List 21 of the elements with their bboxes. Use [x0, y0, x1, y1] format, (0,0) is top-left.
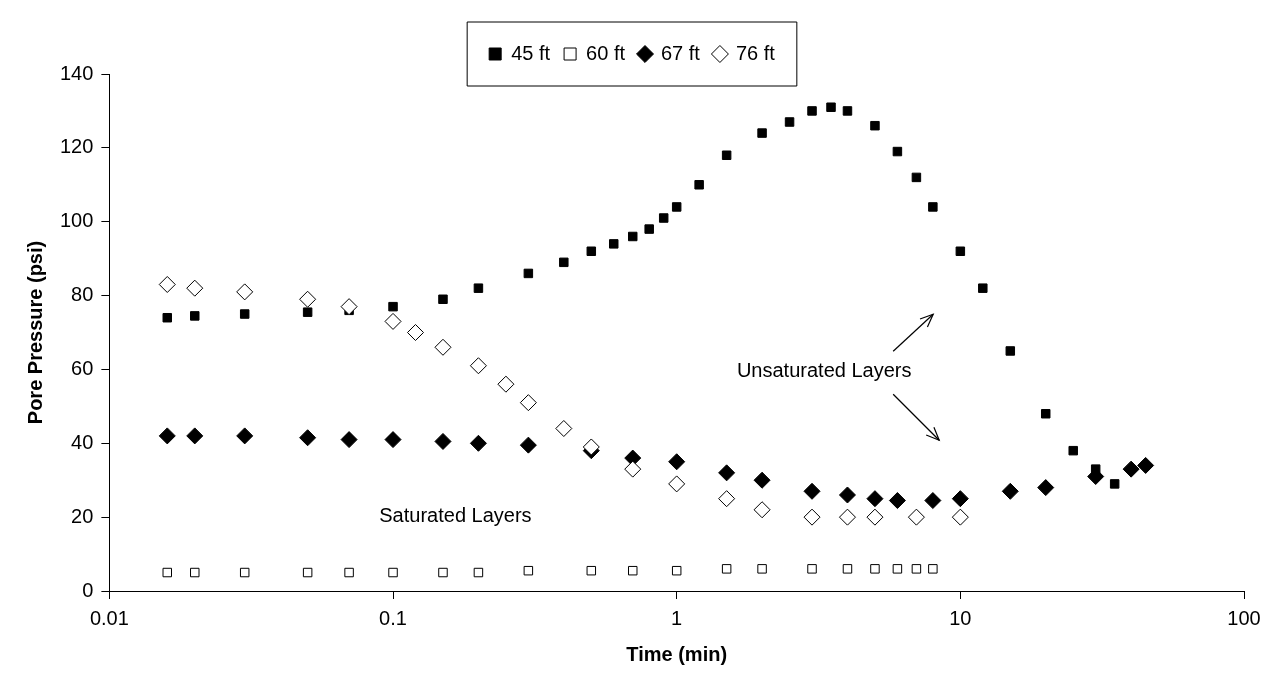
x-axis-title: Time (min): [626, 642, 728, 665]
y-tick-label: 60: [71, 356, 94, 379]
y-axis-title: Pore Pressure (psi): [23, 240, 46, 425]
y-tick-label: 140: [59, 61, 94, 84]
y-tick-label: 0: [82, 578, 94, 601]
y-tick-label: 20: [71, 504, 94, 527]
legend-label: 60 ft: [586, 41, 626, 64]
x-tick-label: 0.1: [379, 606, 407, 629]
annotation: Saturated Layers: [379, 503, 532, 526]
x-tick-label: 10: [949, 606, 972, 629]
y-tick-label: 120: [59, 135, 94, 158]
x-tick-label: 1: [671, 606, 683, 629]
legend-label: 45 ft: [511, 41, 551, 64]
x-tick-label: 0.01: [89, 606, 129, 629]
legend-label: 67 ft: [661, 41, 701, 64]
annotation: Unsaturated Layers: [736, 358, 912, 381]
x-tick-label: 100: [1227, 606, 1261, 629]
y-tick-label: 40: [71, 430, 94, 453]
legend-label: 76 ft: [735, 41, 776, 64]
y-tick-label: 80: [71, 283, 94, 306]
y-tick-label: 100: [59, 209, 94, 232]
